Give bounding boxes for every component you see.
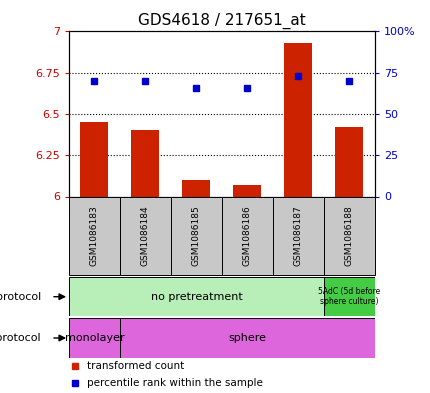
Text: GSM1086184: GSM1086184 bbox=[141, 206, 150, 266]
Text: GSM1086183: GSM1086183 bbox=[90, 206, 99, 266]
Text: 5AdC (5d before
sphere culture): 5AdC (5d before sphere culture) bbox=[318, 287, 380, 307]
Bar bbox=[284, 43, 312, 196]
Text: GSM1086185: GSM1086185 bbox=[191, 206, 200, 266]
Text: growth protocol: growth protocol bbox=[0, 333, 41, 343]
Bar bbox=[69, 277, 323, 316]
Bar bbox=[131, 130, 159, 196]
Bar bbox=[80, 122, 108, 196]
Bar bbox=[120, 318, 374, 358]
Title: GDS4618 / 217651_at: GDS4618 / 217651_at bbox=[138, 13, 305, 29]
Bar bbox=[323, 196, 374, 275]
Bar bbox=[182, 180, 210, 196]
Bar bbox=[120, 196, 171, 275]
Bar bbox=[323, 277, 374, 316]
Bar bbox=[335, 127, 362, 196]
Text: GSM1086186: GSM1086186 bbox=[243, 206, 252, 266]
Text: monolayer: monolayer bbox=[64, 333, 124, 343]
Text: transformed count: transformed count bbox=[87, 361, 184, 371]
Text: no pretreatment: no pretreatment bbox=[150, 292, 242, 302]
Bar bbox=[221, 196, 272, 275]
Bar bbox=[69, 318, 120, 358]
Text: GSM1086188: GSM1086188 bbox=[344, 206, 353, 266]
Text: sphere: sphere bbox=[228, 333, 266, 343]
Text: percentile rank within the sample: percentile rank within the sample bbox=[87, 378, 263, 387]
Bar bbox=[272, 196, 323, 275]
Text: protocol: protocol bbox=[0, 292, 41, 302]
Text: GSM1086187: GSM1086187 bbox=[293, 206, 302, 266]
Bar bbox=[69, 196, 120, 275]
Bar bbox=[233, 185, 261, 196]
Bar bbox=[171, 196, 221, 275]
